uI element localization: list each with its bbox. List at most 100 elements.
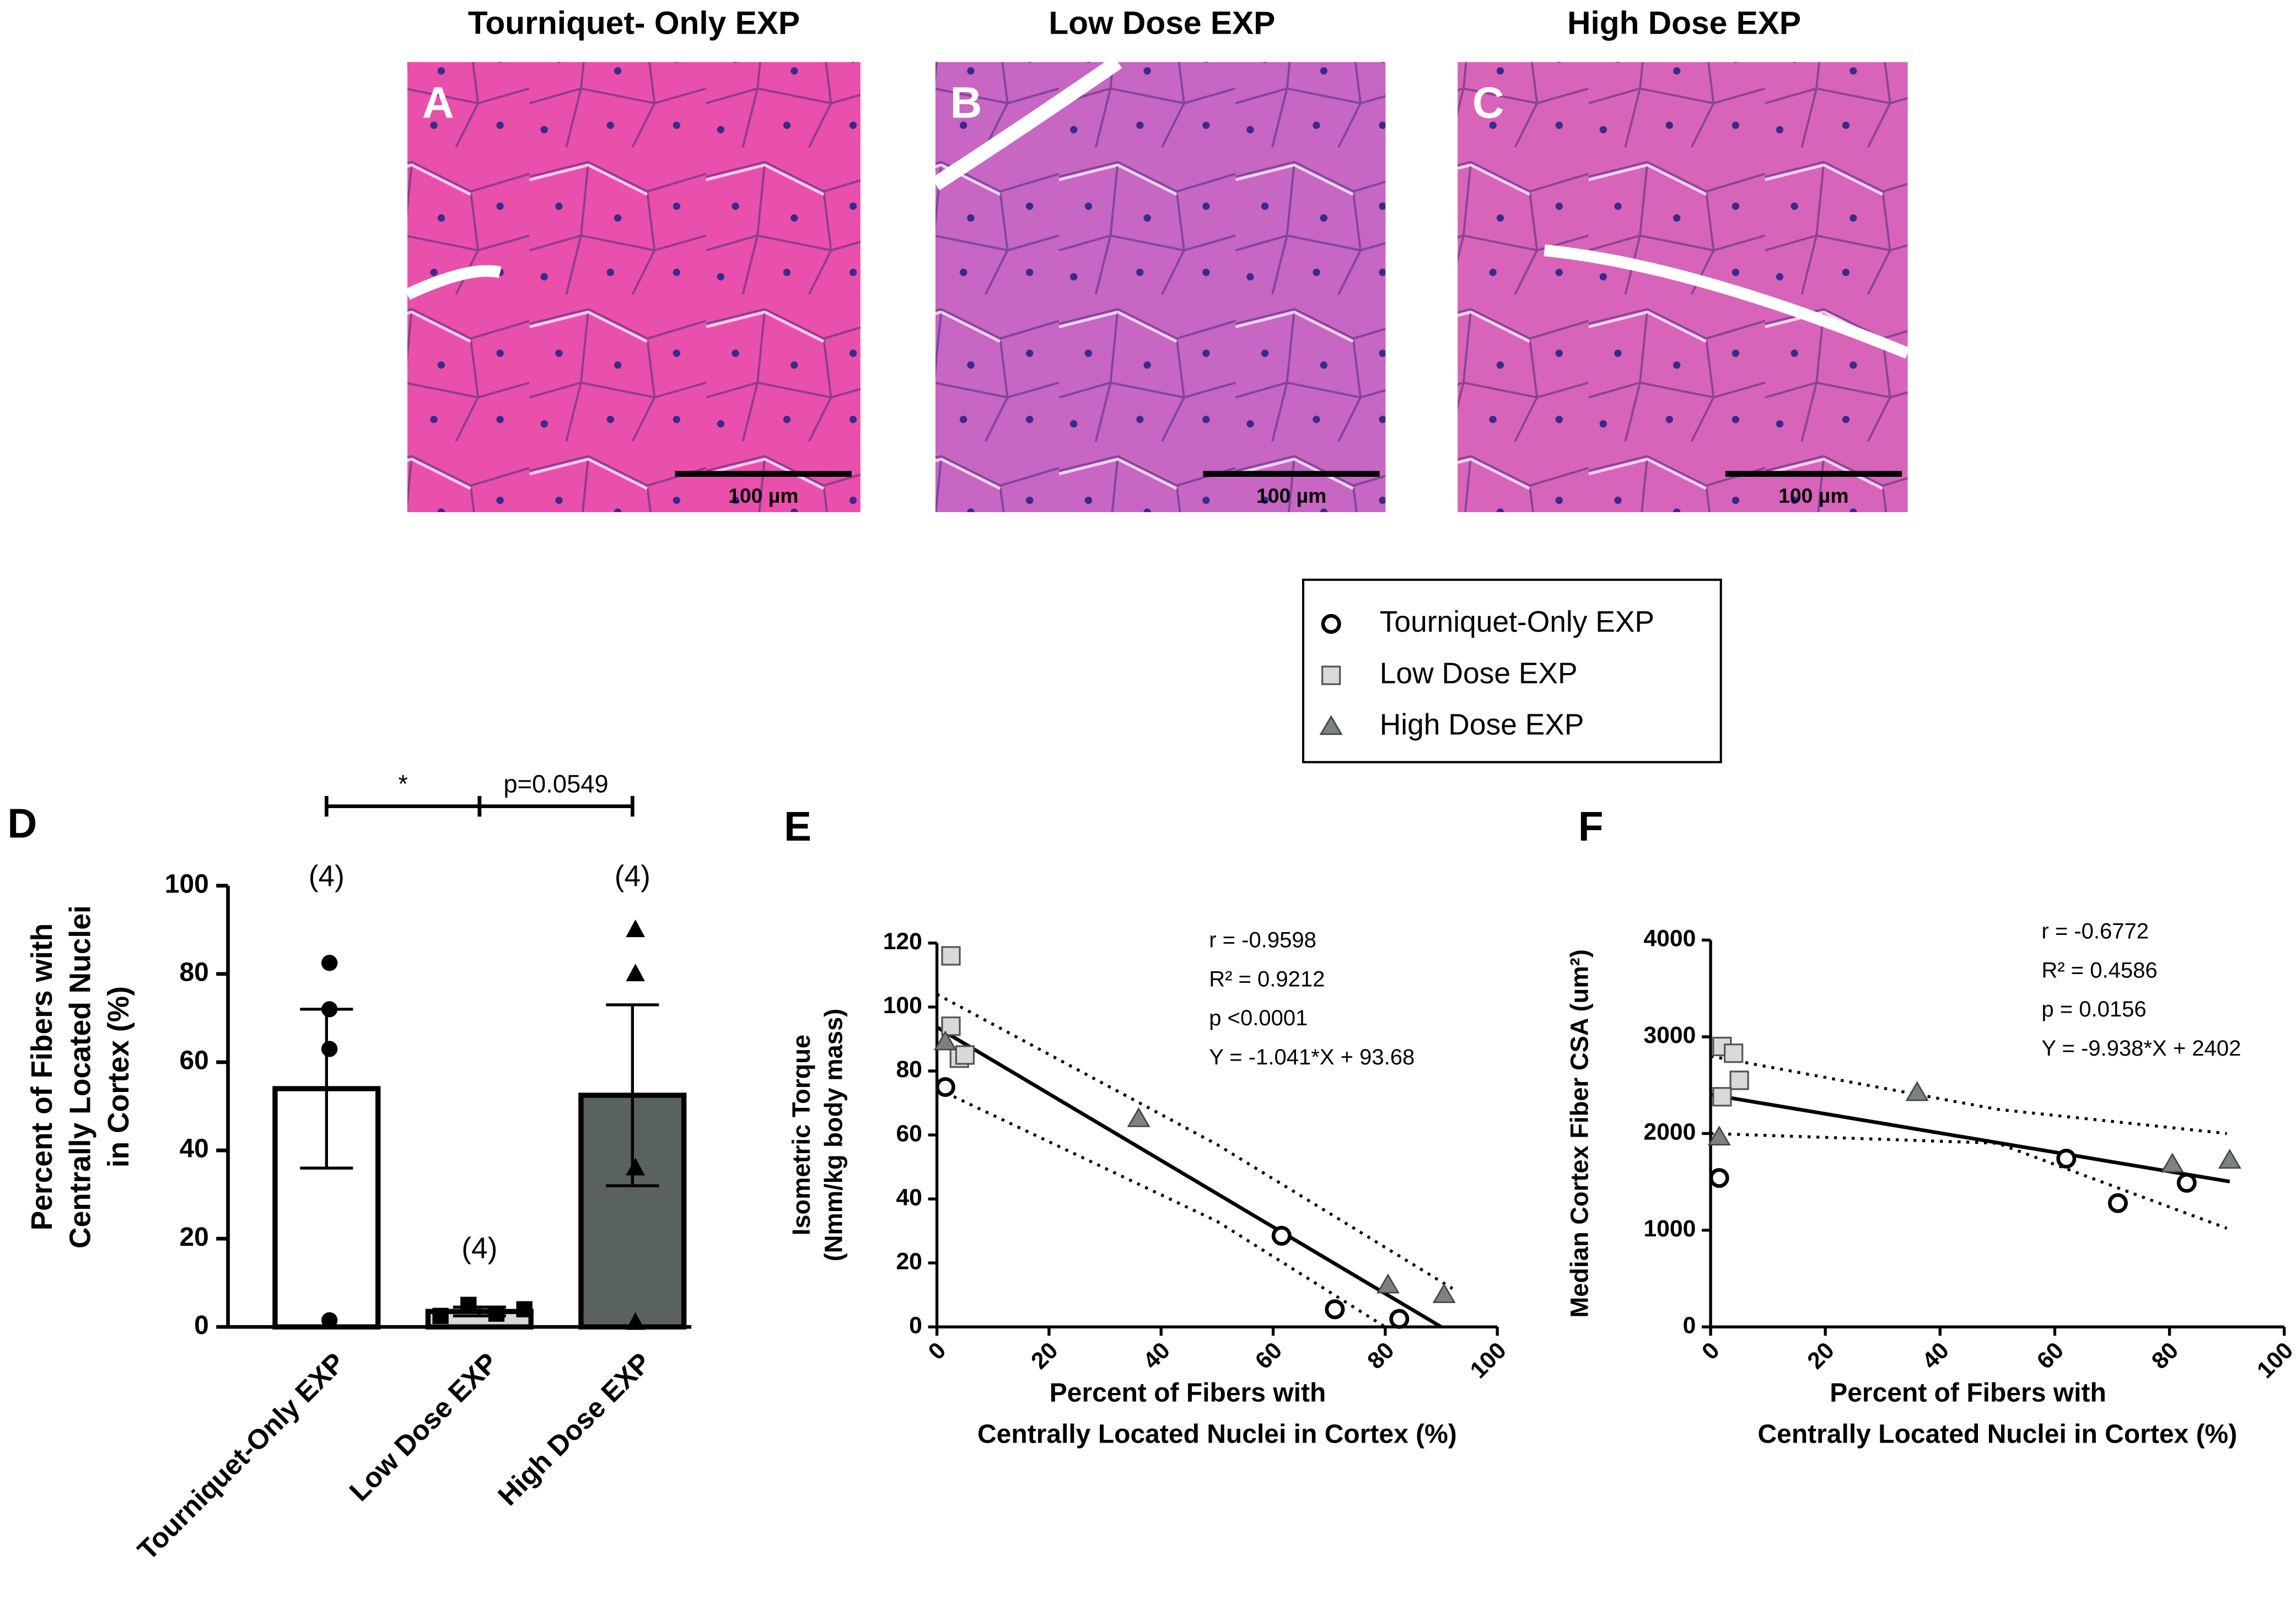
fit-statistic: R² = 0.4586 xyxy=(2041,958,2157,982)
data-point xyxy=(516,1301,533,1317)
scale-bar-label: 100 µm xyxy=(728,484,798,507)
y-tick-label: 60 xyxy=(179,1046,208,1075)
fit-statistic: p = 0.0156 xyxy=(2041,997,2146,1021)
y-tick-label: 100 xyxy=(165,869,209,899)
confidence-band xyxy=(953,1095,1386,1328)
data-point xyxy=(1271,1225,1292,1246)
x-tick-label: 60 xyxy=(2032,1337,2069,1375)
n-label: (4) xyxy=(309,860,345,892)
panel-letter: D xyxy=(7,800,37,847)
data-point xyxy=(626,1158,645,1176)
data-point xyxy=(460,1296,477,1313)
y-tick-label: 2000 xyxy=(1643,1119,1696,1145)
image-title: High Dose EXP xyxy=(1567,5,1801,41)
x-tick-label: 80 xyxy=(1362,1337,1400,1375)
x-tick-label: 40 xyxy=(1917,1337,1955,1375)
x-tick-label: 100 xyxy=(2252,1337,2296,1384)
data-point xyxy=(935,1077,955,1097)
data-point xyxy=(955,1045,975,1065)
y-tick-label: 1000 xyxy=(1643,1215,1696,1242)
x-tick-label: Low Dose EXP xyxy=(343,1347,503,1507)
data-point xyxy=(2160,1153,2184,1173)
y-tick-label: 40 xyxy=(179,1134,208,1164)
y-tick-label: 0 xyxy=(1683,1312,1696,1338)
y-axis-label: Percent of Fibers with xyxy=(26,923,58,1230)
histology-a xyxy=(405,62,861,513)
x-tick-label: 0 xyxy=(1697,1337,1725,1365)
x-axis-label: Centrally Located Nuclei in Cortex (%) xyxy=(977,1419,1457,1449)
image-label: B xyxy=(950,78,982,127)
y-tick-label: 120 xyxy=(883,928,922,955)
image-title: Low Dose EXP xyxy=(1048,5,1275,41)
x-tick-label: 80 xyxy=(2147,1337,2184,1375)
legend-marker xyxy=(1319,715,1343,735)
legend-marker xyxy=(1321,614,1341,634)
n-label: (4) xyxy=(461,1233,497,1265)
fit-statistic: p <0.0001 xyxy=(1209,1006,1308,1030)
panel-letter: E xyxy=(784,803,811,849)
significance-label: p=0.0549 xyxy=(503,770,608,798)
y-tick-label: 80 xyxy=(179,958,208,987)
y-tick-label: 0 xyxy=(194,1311,209,1340)
data-point xyxy=(1325,1299,1345,1320)
fit-statistic: Y = -1.041*X + 93.68 xyxy=(1209,1045,1415,1069)
legend-box xyxy=(1302,578,1722,763)
data-point xyxy=(626,919,645,938)
data-point xyxy=(626,964,645,982)
data-point xyxy=(2176,1172,2197,1193)
y-tick-label: 20 xyxy=(896,1248,922,1274)
data-point xyxy=(321,1041,338,1057)
regression-line xyxy=(935,1025,1443,1329)
x-tick-label: 0 xyxy=(923,1337,951,1365)
fit-statistic: Y = -9.938*X + 2402 xyxy=(2041,1036,2241,1061)
data-point xyxy=(1724,1043,1744,1063)
data-point xyxy=(1707,1126,1731,1146)
y-tick-label: 4000 xyxy=(1643,926,1696,952)
confidence-band xyxy=(936,993,1454,1290)
data-point xyxy=(432,1308,449,1324)
histology-b xyxy=(931,56,1386,513)
fit-statistic: R² = 0.9212 xyxy=(1209,967,1325,991)
y-axis-label: (Nmm/kg body mass) xyxy=(820,1009,848,1262)
data-point xyxy=(2107,1193,2128,1213)
y-tick-label: 0 xyxy=(909,1312,922,1338)
data-point xyxy=(1127,1107,1150,1127)
legend-label: Tourniquet-Only EXP xyxy=(1380,606,1654,638)
y-axis-label: in Cortex (%) xyxy=(103,986,135,1168)
image-label: A xyxy=(422,78,454,127)
y-tick-label: 80 xyxy=(896,1056,922,1083)
data-point xyxy=(933,1030,957,1051)
data-point xyxy=(2218,1149,2241,1169)
image-label: C xyxy=(1472,78,1504,127)
data-point xyxy=(1376,1273,1400,1294)
data-point xyxy=(321,1312,338,1328)
data-point xyxy=(1905,1081,1929,1101)
data-point xyxy=(2056,1148,2077,1169)
data-point xyxy=(1389,1309,1410,1329)
legend-marker xyxy=(1321,665,1341,685)
image-title: Tourniquet- Only EXP xyxy=(468,5,800,41)
scale-bar-label: 100 µm xyxy=(1256,484,1326,507)
x-tick-label: 100 xyxy=(1465,1337,1512,1384)
y-tick-label: 3000 xyxy=(1643,1022,1696,1048)
n-label: (4) xyxy=(615,860,650,892)
panel-letter: F xyxy=(1578,803,1604,849)
data-point xyxy=(488,1305,505,1322)
data-point xyxy=(321,955,338,971)
data-point xyxy=(941,946,961,966)
x-axis-label: Centrally Located Nuclei in Cortex (%) xyxy=(1757,1419,2237,1449)
data-point xyxy=(321,1001,338,1018)
x-tick-label: 20 xyxy=(1802,1337,1840,1375)
fit-statistic: r = -0.6772 xyxy=(2041,919,2149,944)
y-axis-label: Median Cortex Fiber CSA (um²) xyxy=(1565,949,1593,1317)
significance-label: * xyxy=(398,770,408,798)
legend-label: High Dose EXP xyxy=(1380,709,1584,741)
data-point xyxy=(1712,1087,1732,1107)
x-axis-label: Percent of Fibers with xyxy=(1830,1379,2106,1408)
y-axis-label: Centrally Located Nuclei xyxy=(64,905,97,1249)
y-tick-label: 60 xyxy=(896,1120,922,1147)
confidence-band xyxy=(1710,1132,2228,1230)
x-tick-label: 40 xyxy=(1138,1337,1175,1375)
